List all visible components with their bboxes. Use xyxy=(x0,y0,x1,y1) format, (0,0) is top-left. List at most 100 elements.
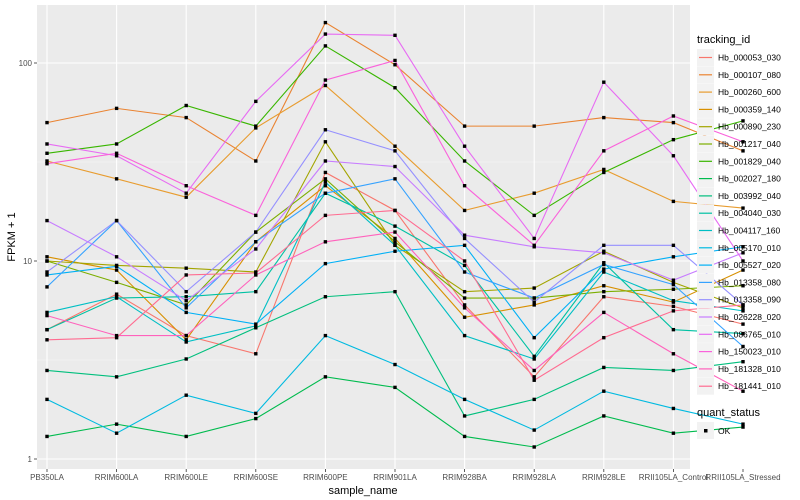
x-tick-label: RRIM600LE xyxy=(164,473,208,482)
data-point-Hb_000260_600 xyxy=(602,167,606,172)
data-point-Hb_002027_180 xyxy=(45,434,49,439)
shape-legend-title: quant_status xyxy=(697,407,760,419)
data-point-Hb_013358_080 xyxy=(254,240,258,244)
data-point-Hb_181328_010 xyxy=(254,273,258,277)
data-point-Hb_002027_180 xyxy=(532,445,536,449)
data-point-Hb_181328_010 xyxy=(462,306,467,310)
data-point-Hb_003992_040 xyxy=(45,368,49,373)
data-point-Hb_005527_020 xyxy=(602,267,606,271)
data-point-Hb_000359_140 xyxy=(741,268,745,272)
data-point-Hb_002027_180 xyxy=(184,434,188,439)
data-point-Hb_181328_010 xyxy=(114,333,119,338)
data-point-Hb_005170_010 xyxy=(323,333,328,338)
data-point-Hb_003992_040 xyxy=(741,360,745,364)
data-point-Hb_181441_010 xyxy=(254,271,258,275)
data-point-Hb_001829_040 xyxy=(741,119,745,123)
x-tick-label: RRIM928LA xyxy=(512,473,556,482)
legend-label: Hb_000890_230 xyxy=(718,122,781,132)
data-point-Hb_005170_010 xyxy=(532,428,536,432)
data-point-Hb_000053_030 xyxy=(114,292,119,296)
data-point-Hb_000359_140 xyxy=(323,184,328,188)
data-point-Hb_001217_040 xyxy=(462,296,467,300)
data-point-Hb_003992_040 xyxy=(671,368,676,373)
data-point-Hb_004117_160 xyxy=(462,333,467,338)
data-point-Hb_026228_020 xyxy=(114,255,119,259)
data-point-Hb_150023_010 xyxy=(462,184,467,188)
data-point-Hb_004040_030 xyxy=(741,331,745,336)
data-point-Hb_002027_180 xyxy=(671,431,676,435)
data-point-Hb_001829_040 xyxy=(254,124,258,128)
data-point-Hb_000053_030 xyxy=(602,295,606,299)
legend-label: Hb_026228_020 xyxy=(718,312,781,322)
data-point-Hb_000107_080 xyxy=(114,106,119,111)
data-point-Hb_000359_140 xyxy=(602,284,606,288)
data-point-Hb_000107_080 xyxy=(393,63,397,67)
data-point-Hb_002027_180 xyxy=(393,385,397,390)
x-tick-label: RRIM600SE xyxy=(234,473,278,482)
data-point-Hb_150023_010 xyxy=(184,184,188,188)
legend-label: Hb_000260_600 xyxy=(718,87,781,97)
data-point-Hb_013358_080 xyxy=(532,296,536,300)
data-point-Hb_013358_080 xyxy=(741,344,745,349)
data-point-Hb_150023_010 xyxy=(323,78,328,82)
data-point-Hb_150023_010 xyxy=(671,114,676,118)
data-point-Hb_026228_020 xyxy=(45,218,49,223)
data-point-Hb_005527_020 xyxy=(45,273,49,277)
data-point-Hb_001217_040 xyxy=(114,280,119,285)
x-tick-label: RRIM901LA xyxy=(373,473,417,482)
data-point-Hb_005527_020 xyxy=(741,245,745,249)
x-tick-label: RRII105LA_Control xyxy=(639,473,709,482)
x-axis: PB350LA RRIM600LA RRIM600LE RRIM600SE RRIM60… xyxy=(30,469,781,482)
data-point-Hb_000053_030 xyxy=(671,304,676,309)
data-point-Hb_003992_040 xyxy=(393,289,397,294)
data-point-Hb_000359_140 xyxy=(532,303,536,307)
data-point-Hb_002027_180 xyxy=(114,422,119,426)
data-point-Hb_004040_030 xyxy=(602,261,606,265)
data-point-Hb_000260_600 xyxy=(184,195,188,199)
data-point-Hb_013358_090 xyxy=(184,289,188,294)
data-point-Hb_150023_010 xyxy=(45,162,49,166)
data-point-Hb_150023_010 xyxy=(602,149,606,153)
data-point-Hb_002027_180 xyxy=(323,375,328,379)
data-point-Hb_181328_010 xyxy=(393,230,397,234)
data-point-Hb_003992_040 xyxy=(114,375,119,379)
data-point-Hb_005527_020 xyxy=(532,335,536,340)
data-point-Hb_000260_600 xyxy=(741,206,745,210)
data-point-Hb_150023_010 xyxy=(532,243,536,248)
legend-label: Hb_004040_030 xyxy=(718,208,781,218)
legend-label: Hb_005527_020 xyxy=(718,260,781,270)
data-point-Hb_003992_040 xyxy=(602,365,606,370)
data-point-Hb_000890_230 xyxy=(741,306,745,310)
data-point-Hb_013358_090 xyxy=(254,230,258,234)
data-point-Hb_150023_010 xyxy=(741,140,745,144)
x-axis-title: sample_name xyxy=(328,485,397,497)
data-point-Hb_000260_600 xyxy=(323,83,328,88)
data-point-Hb_086765_010 xyxy=(323,32,328,36)
data-point-Hb_004040_030 xyxy=(393,224,397,228)
legend-label: Hb_005170_010 xyxy=(718,243,781,253)
data-point-Hb_181441_010 xyxy=(114,335,119,340)
data-point-Hb_181328_010 xyxy=(532,368,536,373)
data-point-Hb_004040_030 xyxy=(45,327,49,332)
data-point-Hb_004117_160 xyxy=(741,309,745,313)
data-point-Hb_086765_010 xyxy=(45,142,49,146)
data-point-Hb_086765_010 xyxy=(184,191,188,195)
data-point-Hb_013358_090 xyxy=(45,270,49,274)
data-point-Hb_001829_040 xyxy=(393,86,397,90)
data-point-Hb_001829_040 xyxy=(462,159,467,163)
data-point-Hb_000890_230 xyxy=(671,280,676,285)
data-point-Hb_026228_020 xyxy=(393,164,397,169)
data-point-Hb_001217_040 xyxy=(184,303,188,307)
data-point-Hb_005527_020 xyxy=(323,261,328,266)
data-point-Hb_013358_080 xyxy=(462,270,467,274)
data-point-Hb_181441_010 xyxy=(741,303,745,307)
y-tick-label: 1 xyxy=(28,455,33,464)
data-point-Hb_005170_010 xyxy=(393,362,397,367)
data-point-Hb_181441_010 xyxy=(602,335,606,340)
data-point-Hb_086765_010 xyxy=(602,80,606,84)
data-point-Hb_000107_080 xyxy=(741,149,745,153)
data-point-Hb_002027_180 xyxy=(462,434,467,439)
data-point-Hb_026228_020 xyxy=(671,278,676,282)
data-point-Hb_181328_010 xyxy=(323,240,328,244)
data-point-Hb_005170_010 xyxy=(114,431,119,435)
